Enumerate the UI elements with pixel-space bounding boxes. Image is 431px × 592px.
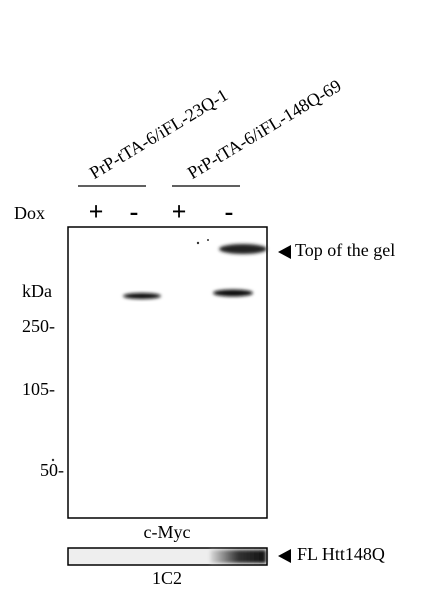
speck <box>52 459 54 461</box>
marker-label: 50- <box>40 460 64 480</box>
annotation: FL Htt148Q <box>297 544 385 564</box>
blot-panel <box>68 227 267 518</box>
marker-label: 250- <box>22 316 55 336</box>
dox-sign: - <box>130 197 139 226</box>
annotation: Top of the gel <box>295 240 395 260</box>
arrow <box>278 549 291 563</box>
band <box>123 293 161 299</box>
marker-unit: kDa <box>22 281 52 301</box>
dox-label: Dox <box>14 203 45 223</box>
figure: PrP-tTA-6/iFL-23Q-1 PrP-tTA-6/iFL-148Q-6… <box>0 0 431 592</box>
speck <box>197 242 199 244</box>
panel-label: c-Myc <box>144 522 191 542</box>
speck <box>207 239 209 241</box>
band <box>213 290 253 297</box>
dox-sign: - <box>225 197 234 226</box>
panel-label: 1C2 <box>152 568 182 588</box>
band <box>219 244 267 254</box>
band <box>210 550 266 563</box>
arrow <box>278 245 291 259</box>
dox-sign: + <box>172 197 187 226</box>
marker-label: 105- <box>22 379 55 399</box>
dox-sign: + <box>89 197 104 226</box>
